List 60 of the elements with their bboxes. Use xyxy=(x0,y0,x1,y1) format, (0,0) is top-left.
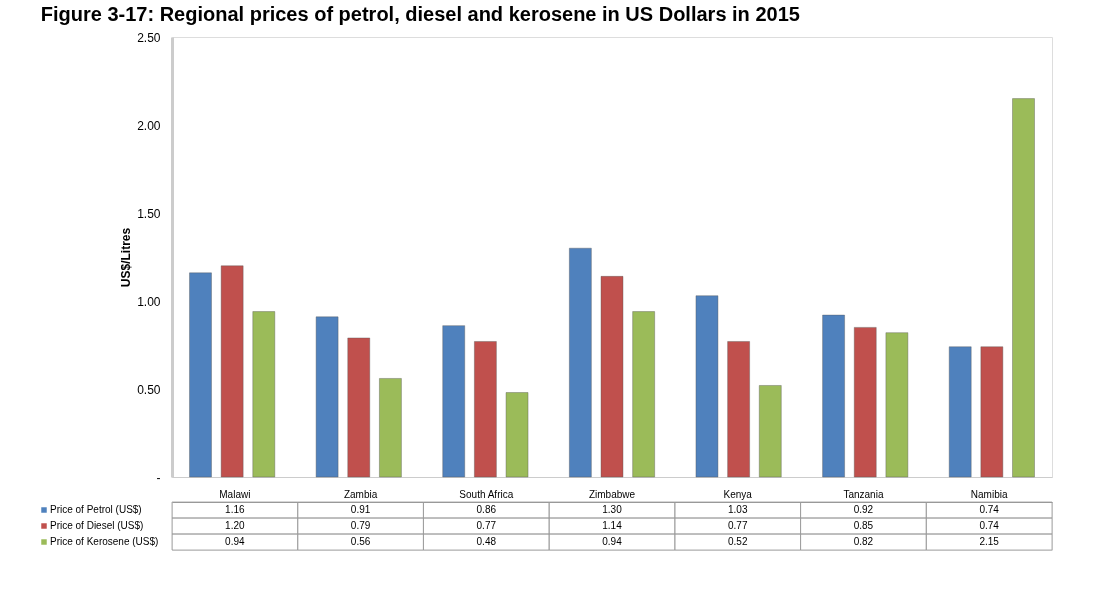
bar xyxy=(252,311,275,478)
data-label: 0.79 xyxy=(350,520,371,531)
y-tick-label: 1.50 xyxy=(137,206,161,221)
data-label: 0.56 xyxy=(350,536,371,547)
bar xyxy=(727,341,750,478)
bar xyxy=(980,346,1004,478)
bar xyxy=(949,346,972,478)
x-tick-label: Zimbabwe xyxy=(588,488,636,500)
data-label: 0.94 xyxy=(602,536,623,547)
data-label: 1.03 xyxy=(727,504,748,515)
data-label: 0.48 xyxy=(476,536,497,547)
legend-label: Price of Kerosene (US$) xyxy=(50,536,159,547)
bar xyxy=(442,325,465,478)
y-tick-label: 0.50 xyxy=(137,382,161,397)
data-label: 1.14 xyxy=(602,520,623,531)
bar xyxy=(379,378,402,478)
bar xyxy=(220,265,244,478)
y-tick-label: 1.00 xyxy=(137,294,161,309)
data-label: 0.52 xyxy=(727,536,748,547)
data-label: 0.85 xyxy=(853,520,874,531)
data-label: 0.74 xyxy=(979,504,1000,515)
legend-label: Price of Petrol (US$) xyxy=(50,504,142,515)
x-tick-label: Tanzania xyxy=(843,488,884,500)
x-tick-label: Namibia xyxy=(970,488,1008,500)
bar xyxy=(347,337,370,478)
data-label: 0.74 xyxy=(979,520,1000,531)
data-label: 1.30 xyxy=(602,504,623,515)
bar xyxy=(474,341,497,478)
y-tick-label: - xyxy=(156,470,161,485)
y-tick-label: 2.00 xyxy=(137,118,161,133)
legend-label: Price of Diesel (US$) xyxy=(50,520,144,531)
bar xyxy=(759,385,782,478)
bar xyxy=(854,327,877,478)
bar xyxy=(885,332,909,478)
y-axis-title: US$/Litres xyxy=(119,227,134,288)
y-tick-label: 2.50 xyxy=(137,30,161,45)
data-label: 2.15 xyxy=(979,536,1000,547)
bar xyxy=(822,314,845,478)
bar xyxy=(189,272,212,478)
bar xyxy=(315,316,339,478)
x-tick-label: Malawi xyxy=(219,488,251,500)
data-label: 0.77 xyxy=(727,520,748,531)
data-label: 0.94 xyxy=(225,536,246,547)
bar xyxy=(505,392,529,478)
data-label: 0.82 xyxy=(853,536,874,547)
bar xyxy=(1012,98,1035,478)
data-label: 1.20 xyxy=(225,520,246,531)
data-label: 0.77 xyxy=(476,520,497,531)
bar xyxy=(632,311,655,478)
x-tick-label: Kenya xyxy=(723,488,753,500)
x-tick-label: Zambia xyxy=(343,488,378,500)
data-label: 0.92 xyxy=(853,504,874,515)
bar xyxy=(569,248,592,478)
data-label: 0.91 xyxy=(350,504,371,515)
data-label: 1.16 xyxy=(225,504,246,515)
chart-title: Figure 3-17: Regional prices of petrol, diesel and kerosene in US Dollars in 2015 xyxy=(40,2,800,25)
bar xyxy=(695,295,719,478)
x-tick-label: South Africa xyxy=(459,488,514,500)
data-label: 0.86 xyxy=(476,504,497,515)
bar xyxy=(600,276,624,478)
